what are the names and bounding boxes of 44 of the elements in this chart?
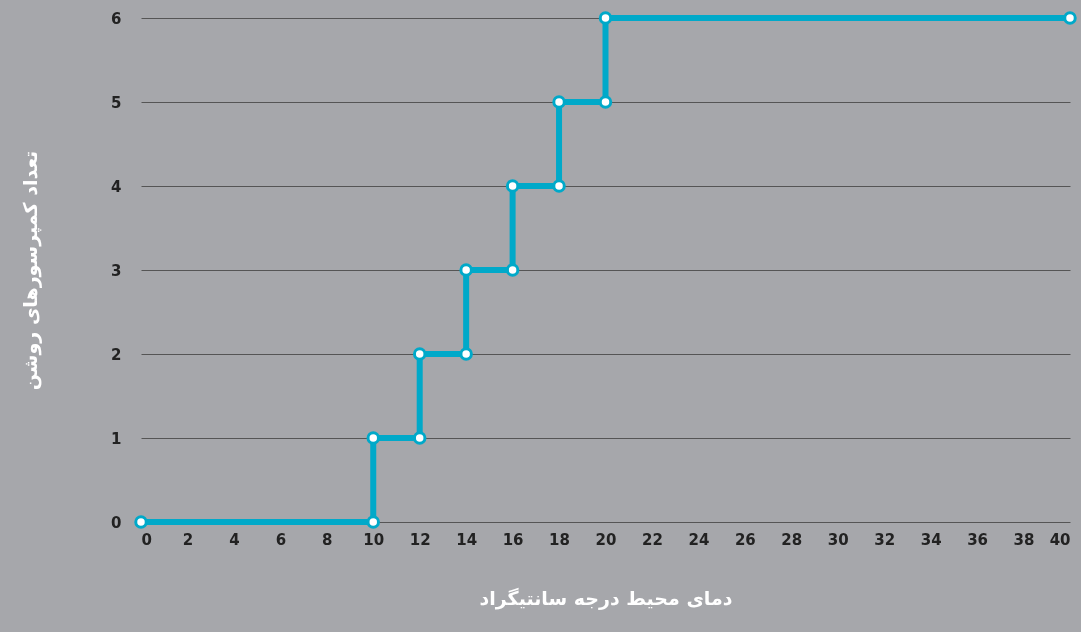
x-tick-label: 14 — [456, 530, 478, 549]
point — [1063, 11, 1077, 25]
x-tick-label: 26 — [734, 530, 756, 549]
point — [598, 11, 613, 25]
x-axis-title: دمای محیط درجه سانتیگراد — [479, 586, 733, 610]
y-tick-label: 1 — [111, 429, 122, 448]
x-tick-label: 18 — [549, 530, 570, 549]
x-tick-label: 30 — [827, 530, 849, 549]
y-tick-label: 2 — [111, 345, 122, 364]
point — [134, 515, 148, 529]
x-tick-label: 16 — [502, 530, 524, 549]
y-tick-label: 5 — [111, 93, 122, 112]
point — [598, 95, 613, 109]
point — [459, 347, 473, 361]
x-tick-label: 34 — [920, 530, 942, 549]
x-tick-label: 20 — [595, 530, 617, 549]
point — [366, 515, 380, 529]
point — [552, 179, 566, 193]
x-tick-label: 38 — [1013, 530, 1035, 549]
x-tick-label: 10 — [363, 530, 385, 549]
x-tick-label: 32 — [874, 530, 896, 549]
x-tick-label: 40 — [1049, 530, 1071, 549]
point — [505, 179, 520, 193]
y-tick-label: 6 — [111, 9, 122, 28]
x-tick-label: 24 — [688, 530, 710, 549]
x-tick-label: 36 — [967, 530, 989, 549]
x-tick-label: 4 — [229, 530, 240, 549]
x-tick-label: 6 — [275, 530, 287, 549]
x-tick-label: 22 — [642, 530, 663, 549]
point — [412, 431, 427, 445]
point — [366, 431, 380, 445]
y-axis-title: تعداد کمپرسورهای روشن — [19, 150, 43, 391]
point — [459, 263, 473, 277]
y-tick-label: 0 — [111, 513, 122, 532]
y-tick-label: 4 — [111, 177, 122, 196]
x-tick-label: 2 — [182, 530, 194, 549]
x-tick-label: 0 — [141, 530, 152, 549]
x-tick-label: 28 — [781, 530, 803, 549]
y-tick-label: 3 — [111, 261, 122, 280]
x-tick-label: 12 — [409, 530, 431, 549]
point — [552, 95, 566, 109]
point — [412, 347, 427, 361]
point — [505, 263, 520, 277]
x-tick-label: 8 — [322, 530, 333, 549]
